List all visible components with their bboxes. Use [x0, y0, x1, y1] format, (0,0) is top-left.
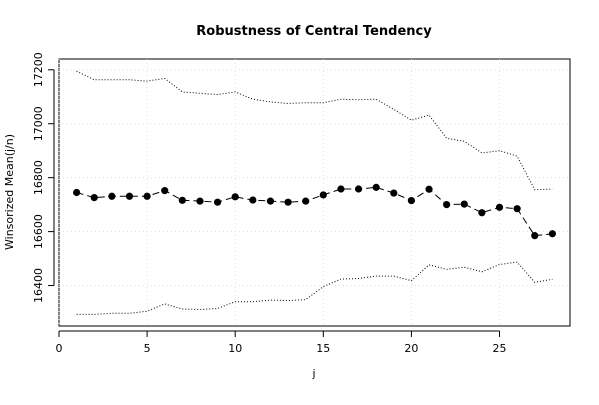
data-point	[302, 197, 310, 205]
data-point	[495, 203, 504, 211]
x-tick-label: 0	[56, 342, 63, 355]
y-tick-label: 16600	[32, 214, 45, 249]
data-point	[319, 191, 327, 199]
data-point	[266, 197, 275, 205]
data-point	[548, 230, 556, 238]
data-point	[513, 205, 521, 213]
series	[73, 70, 556, 315]
data-point	[354, 185, 363, 193]
y-axis-label: Winsorized Mean(j/n)	[3, 134, 16, 250]
data-point	[231, 193, 239, 201]
data-point	[213, 198, 222, 206]
data-point	[161, 187, 169, 195]
data-point	[372, 183, 380, 191]
lower-bound-line	[76, 261, 553, 315]
data-point	[196, 197, 204, 205]
data-point	[178, 196, 186, 204]
y-tick-label: 17200	[32, 52, 45, 87]
winsorized-mean-line	[76, 186, 553, 237]
y-tick-label: 17000	[32, 106, 45, 141]
data-point	[143, 192, 151, 200]
x-tick-label: 15	[316, 342, 330, 355]
data-point	[425, 185, 433, 193]
data-point	[284, 198, 292, 206]
x-tick-label: 5	[144, 342, 151, 355]
plot-area-frame	[58, 58, 571, 327]
data-point	[407, 196, 416, 205]
data-point	[460, 200, 468, 208]
grid	[58, 59, 570, 326]
data-point	[125, 192, 134, 200]
chart-title: Robustness of Central Tendency	[196, 24, 432, 39]
data-point	[443, 201, 451, 209]
x-tick-label: 25	[493, 342, 507, 355]
y-tick-label: 16800	[32, 160, 45, 195]
data-point	[337, 185, 345, 193]
data-point	[73, 188, 81, 197]
x-axis-label: j	[311, 367, 315, 380]
x-tick-label: 20	[404, 342, 418, 355]
upper-bound-line	[76, 70, 553, 191]
axes: 0 5 10 15 20 25 16400 16600 16800 17000 17200	[32, 52, 507, 355]
data-point	[249, 196, 257, 204]
data-point	[531, 232, 539, 240]
data-point	[108, 192, 116, 200]
data-point	[478, 209, 486, 217]
data-point	[390, 189, 398, 197]
x-tick-label: 10	[228, 342, 242, 355]
y-tick-label: 16400	[32, 268, 45, 303]
data-point	[90, 194, 98, 202]
